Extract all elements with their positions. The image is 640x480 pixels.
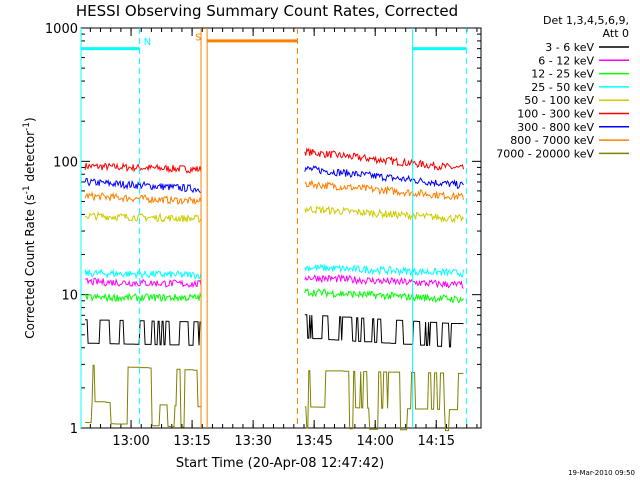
series-line-50-100kev-1 — [84, 211, 202, 224]
footer-timestamp: 19-Mar-2010 09:50 — [568, 469, 635, 477]
series-line-7000-20000kev-1 — [85, 364, 201, 428]
x-tick-label: 14:15 — [418, 434, 455, 449]
series-line-100-300kev-1 — [84, 162, 202, 174]
legend-label: 7000 - 20000 keV — [496, 147, 594, 160]
legend-label: 3 - 6 keV — [545, 41, 594, 54]
legend-label: 12 - 25 keV — [531, 68, 594, 81]
legend-label: 100 - 300 keV — [517, 108, 594, 121]
series-line-12-25kev-2 — [304, 288, 464, 304]
series-line-7000-20000kev-2 — [304, 370, 464, 432]
series-line-3-6kev-2 — [304, 314, 464, 348]
x-axis-label: Start Time (20-Apr-08 12:47:42) — [176, 456, 384, 471]
legend-header-line-1: Det 1,3,4,5,6,9, — [543, 14, 629, 27]
legend-label: 50 - 100 keV — [524, 94, 594, 107]
legend-label: 800 - 7000 keV — [510, 134, 594, 147]
y-tick-label: 10 — [61, 289, 78, 304]
plot-area: 1 10 100 1000 13:00 13:15 13:30 13:45 14:00 14:15… — [45, 22, 482, 449]
y-tick-label: 100 — [53, 155, 78, 170]
series-line-800-7000kev-1 — [84, 191, 202, 206]
series-line-300-800kev-1 — [84, 177, 202, 194]
y-tick-label: 1 — [70, 422, 78, 437]
series-line-25-50kev-1 — [84, 268, 202, 280]
legend-label: 300 - 800 keV — [517, 121, 594, 134]
legend-header-line-2: Att 0 — [603, 27, 629, 40]
series-line-25-50kev-2 — [304, 263, 464, 278]
series-line-6-12kev-1 — [85, 277, 202, 289]
x-tick-label: 14:00 — [356, 434, 393, 449]
series-line-50-100kev-2 — [304, 205, 464, 224]
x-tick-label: 13:45 — [295, 434, 332, 449]
legend-label: 25 - 50 keV — [531, 81, 594, 94]
y-tick-label: 1000 — [45, 22, 78, 37]
chart-title: HESSI Observing Summary Count Rates, Cor… — [76, 2, 458, 20]
x-tick-label: 13:15 — [173, 434, 210, 449]
series-line-12-25kev-1 — [84, 292, 202, 303]
series-line-6-12kev-2 — [304, 273, 464, 289]
flag-marker: N — [144, 37, 151, 48]
x-tick-label: 13:30 — [234, 434, 271, 449]
flag-marker: S — [195, 33, 201, 44]
series-line-3-6kev-1 — [85, 319, 201, 346]
series-line-300-800kev-2 — [304, 165, 464, 189]
series-line-100-300kev-2 — [304, 147, 464, 171]
x-tick-label: 13:00 — [112, 434, 149, 449]
y-axis-label: Corrected Count Rate (s-1 detector-1) — [22, 117, 37, 338]
legend-label: 6 - 12 keV — [538, 54, 594, 67]
series-line-800-7000kev-2 — [304, 180, 464, 201]
